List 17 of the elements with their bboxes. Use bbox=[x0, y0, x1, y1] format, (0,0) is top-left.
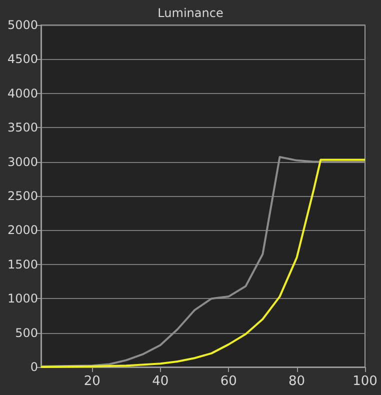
y-tick-label: 0 bbox=[30, 360, 38, 374]
x-tick-label: 20 bbox=[84, 374, 100, 389]
y-tick-label: 1500 bbox=[7, 257, 38, 272]
y-tick-label: 500 bbox=[15, 326, 38, 340]
x-tick-label: 100 bbox=[352, 374, 378, 389]
x-tick-label: 80 bbox=[288, 374, 306, 389]
y-tick-label: 4500 bbox=[7, 52, 38, 66]
y-tick-label: 4000 bbox=[7, 86, 38, 100]
y-tick-label: 1000 bbox=[7, 292, 38, 306]
x-tick-label: 60 bbox=[220, 374, 237, 389]
x-tick-label: 40 bbox=[152, 374, 169, 389]
y-tick-label: 5000 bbox=[7, 18, 38, 32]
y-tick-label: 2500 bbox=[7, 189, 38, 203]
y-tick-label: 3500 bbox=[7, 120, 38, 135]
y-tick-label: 3000 bbox=[7, 154, 38, 169]
chart-title: Luminance bbox=[158, 6, 224, 20]
y-tick-label: 2000 bbox=[7, 223, 38, 238]
